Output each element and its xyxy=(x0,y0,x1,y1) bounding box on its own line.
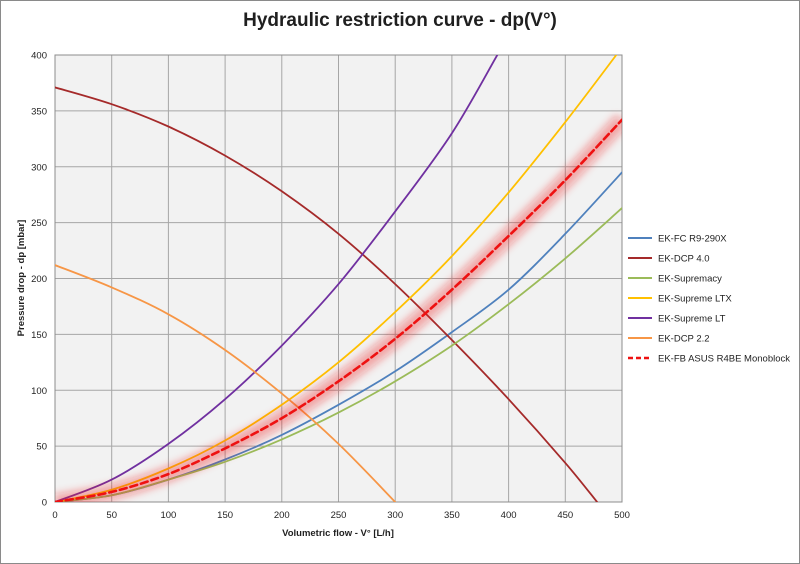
x-tick-label: 100 xyxy=(160,510,176,521)
x-tick-label: 0 xyxy=(52,510,57,521)
x-tick-label: 300 xyxy=(387,510,403,521)
legend-label-ek-supremacy: EK-Supremacy xyxy=(658,274,722,285)
legend: EK-FC R9-290X EK-DCP 4.0 EK-Supremacy EK-Su… xyxy=(628,234,790,365)
legend-label-ek-dcp-4-0: EK-DCP 4.0 xyxy=(658,254,710,265)
y-tick-label: 150 xyxy=(31,330,47,341)
y-tick-label: 100 xyxy=(31,386,47,397)
y-axis-label: Pressure drop - dp [mbar] xyxy=(16,220,27,337)
legend-label-ek-supreme-ltx: EK-Supreme LTX xyxy=(658,294,732,305)
x-tick-label: 50 xyxy=(106,510,117,521)
x-tick-label: 250 xyxy=(331,510,347,521)
y-tick-label: 350 xyxy=(31,106,47,117)
x-tick-label: 500 xyxy=(614,510,630,521)
y-tick-label: 300 xyxy=(31,162,47,173)
series-line-ek-supreme-lt xyxy=(55,55,499,502)
series-line-ek-dcp-4-0 xyxy=(55,86,598,502)
chart-title: Hydraulic restriction curve - dp(V°) xyxy=(243,10,557,31)
y-tick-label: 0 xyxy=(42,498,47,509)
series-layer xyxy=(55,55,622,502)
legend-label-ek-fb-asus-r4be-monoblock: EK-FB ASUS R4BE Monoblock xyxy=(658,354,790,365)
x-axis-label: Volumetric flow - V° [L/h] xyxy=(282,528,394,539)
x-tick-label: 350 xyxy=(444,510,460,521)
series-line-ek-fb-asus-r4be-monoblock xyxy=(55,118,622,502)
legend-label-ek-supreme-lt: EK-Supreme LT xyxy=(658,314,726,325)
legend-label-ek-fc-r9-290x: EK-FC R9-290X xyxy=(658,234,727,245)
y-tick-labels: 0 50 100 150 200 250 300 350 400 xyxy=(31,51,47,509)
series-line-ek-dcp-2-2 xyxy=(55,264,397,502)
x-tick-label: 450 xyxy=(557,510,573,521)
plot-border xyxy=(54,54,623,503)
y-tick-label: 400 xyxy=(31,51,47,62)
y-tick-label: 50 xyxy=(36,442,47,453)
x-tick-label: 200 xyxy=(274,510,290,521)
y-tick-label: 250 xyxy=(31,218,47,229)
legend-label-ek-dcp-2-2: EK-DCP 2.2 xyxy=(658,334,710,345)
x-tick-label: 150 xyxy=(217,510,233,521)
y-tick-label: 200 xyxy=(31,274,47,285)
x-tick-labels: 0 50 100 150 200 250 300 350 400 450 500 xyxy=(52,510,630,521)
x-tick-label: 400 xyxy=(501,510,517,521)
